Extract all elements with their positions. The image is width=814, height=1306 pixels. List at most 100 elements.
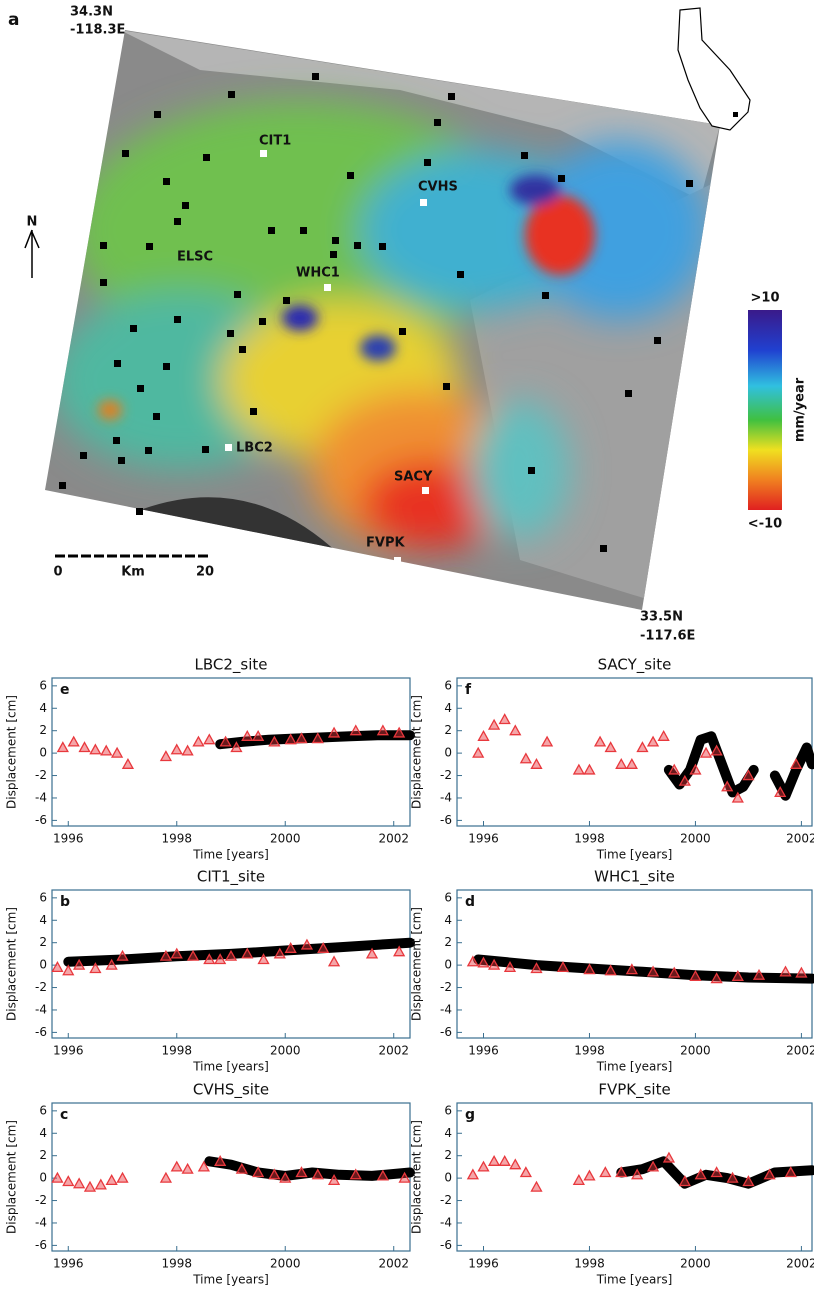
insar-triangle: [376, 1169, 389, 1181]
x-tick-label: 1996: [468, 1044, 499, 1058]
y-tick-label: 2: [39, 723, 47, 737]
y-tick-label: 6: [39, 890, 47, 904]
map-raster: [45, 30, 720, 610]
y-tick-label: -2: [440, 1193, 452, 1207]
insar-triangle: [604, 964, 617, 976]
gps-cloud: [473, 954, 814, 984]
scale-end: 20: [196, 565, 214, 580]
chart-title: SACY_site: [598, 656, 672, 675]
insar-triangle: [752, 968, 766, 980]
insar-triangle: [572, 763, 585, 775]
gps-cloud: [63, 937, 415, 967]
insar-triangle: [466, 1168, 480, 1180]
insar-triangle: [235, 1162, 248, 1174]
y-tick-label: 6: [39, 1103, 47, 1117]
insar-triangle: [186, 949, 200, 961]
y-tick-label: -2: [35, 1193, 47, 1207]
insar-triangle: [295, 732, 308, 744]
station-label: SACY: [394, 470, 433, 485]
insar-triangle: [509, 1158, 522, 1170]
y-tick-label: 2: [444, 723, 452, 737]
x-axis-label: Time [years]: [192, 1273, 269, 1287]
y-tick-label: -6: [35, 1238, 47, 1252]
insar-triangle: [646, 965, 660, 977]
y-tick-label: -6: [35, 813, 47, 827]
insar-triangle: [197, 1160, 210, 1172]
insar-triangle: [78, 741, 91, 753]
panel-letter: f: [465, 682, 472, 698]
y-tick-label: 4: [444, 701, 452, 715]
insar-triangle: [73, 1177, 86, 1189]
insar-triangle: [398, 1171, 411, 1183]
x-tick-label: 2000: [270, 832, 301, 846]
insar-triangle: [599, 1166, 612, 1178]
insar-triangle: [317, 941, 330, 953]
insar-triangle: [349, 724, 362, 736]
insar-triangle: [181, 1162, 194, 1174]
y-axis-label: Displacement [cm]: [5, 907, 19, 1021]
insar-triangle: [116, 949, 129, 961]
insar-triangle: [83, 1180, 97, 1192]
insar-triangle: [556, 961, 570, 973]
gps-cloud: [215, 730, 415, 750]
y-tick-label: 0: [444, 1171, 452, 1185]
y-tick-label: 4: [444, 1126, 452, 1140]
y-tick-label: 2: [39, 1148, 47, 1162]
x-tick-label: 2000: [680, 1044, 711, 1058]
chart-title: LBC2_site: [195, 656, 268, 675]
x-tick-label: 2002: [786, 832, 814, 846]
insar-triangle: [625, 963, 638, 975]
insar-triangle: [763, 1168, 776, 1180]
corner-lat: 34.3N: [70, 5, 113, 20]
insar-triangle: [365, 947, 379, 959]
insar-triangle: [784, 1166, 797, 1178]
x-axis-label: Time [years]: [192, 1060, 269, 1074]
chart-title: WHC1_site: [594, 868, 675, 887]
station-label: LBC2: [236, 441, 273, 456]
panel-letter: b: [60, 894, 70, 910]
insar-triangle: [376, 724, 389, 736]
y-tick-label: 2: [39, 935, 47, 949]
insar-triangle: [89, 743, 102, 755]
insar-triangle: [631, 1168, 644, 1180]
x-tick-label: 2002: [786, 1044, 814, 1058]
insar-triangle: [689, 763, 702, 775]
insar-triangle: [572, 1174, 585, 1186]
insar-triangle: [519, 1166, 532, 1178]
y-axis-label: Displacement [cm]: [410, 695, 424, 809]
x-tick-label: 1998: [161, 832, 192, 846]
insar-triangle: [689, 969, 702, 981]
station-label: WHC1: [296, 266, 340, 281]
insar-triangle: [170, 743, 183, 755]
plot-frame: [456, 677, 813, 827]
insar-triangle: [393, 945, 406, 957]
y-tick-label: -6: [35, 1025, 47, 1039]
insar-triangle: [100, 744, 113, 756]
north-label: N: [27, 215, 38, 230]
x-axis-label: Time [years]: [596, 848, 673, 862]
insar-triangle: [116, 1171, 129, 1183]
insar-triangle: [487, 958, 501, 970]
y-tick-label: 6: [444, 1103, 452, 1117]
map: CIT1 CVHS ELSC WHC1 LBC2 SACY FVPK a 34.…: [8, 5, 808, 644]
y-axis-label: Displacement [cm]: [5, 1120, 19, 1234]
gps-stations: [59, 73, 693, 552]
y-tick-label: -4: [35, 1002, 47, 1016]
insar-triangle: [498, 713, 511, 725]
insar-triangle: [257, 953, 270, 965]
insar-triangle: [311, 1168, 324, 1180]
insar-triangle: [519, 752, 532, 764]
y-tick-label: -2: [35, 980, 47, 994]
insar-triangle: [279, 1171, 292, 1183]
insar-triangle: [726, 1171, 739, 1183]
insar-triangle: [657, 729, 670, 741]
insar-triangle: [668, 966, 681, 978]
insar-triangle: [710, 972, 723, 984]
y-tick-label: -6: [440, 1025, 452, 1039]
insar-triangle: [795, 966, 808, 978]
insar-triangle: [121, 757, 135, 769]
insar-triangle: [731, 969, 744, 981]
insar-triangle: [284, 941, 297, 953]
insar-triangle: [731, 791, 744, 803]
insar-triangle: [487, 1154, 501, 1166]
